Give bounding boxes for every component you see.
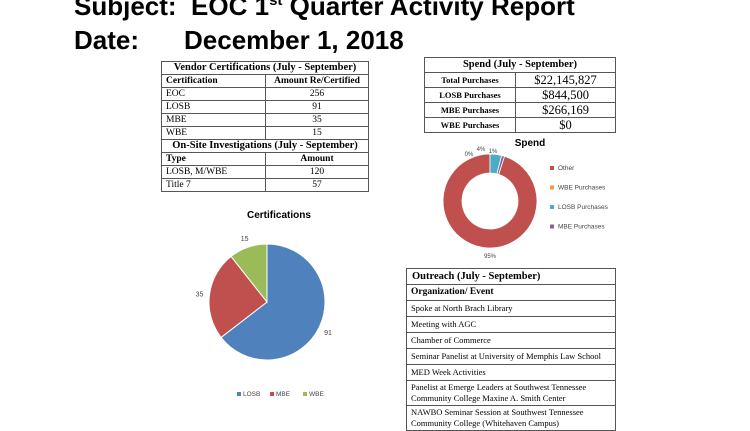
vendor-certifications-table: Vendor Certifications (July - September)…	[161, 61, 369, 192]
spend-donut-chart: Spend 95% 0%4% 1% Other WBE Purchases LOSB P…	[442, 138, 609, 260]
cell-name: Title 7	[161, 178, 266, 192]
slice-label-losb-purchases: 4%	[477, 147, 486, 153]
slice-label-mbe-purchases: 1%	[489, 149, 498, 155]
legend-swatch-mbe	[270, 392, 274, 396]
vendor-title: Vendor Certifications (July - September)	[161, 61, 369, 75]
date-line: Date: December 1, 2018	[74, 27, 404, 53]
cell-value: 15	[265, 126, 369, 140]
legend-swatch-losb	[237, 392, 241, 396]
table-row: MBE Purchases $266,169	[424, 102, 616, 118]
cell-value: $266,169	[515, 102, 616, 118]
spend-title: Spend (July - September)	[424, 57, 616, 73]
investigations-col-amount: Amount	[265, 152, 369, 166]
cell-label: Total Purchases	[424, 72, 516, 88]
table-row: Meeting with AGC	[406, 316, 616, 333]
table-row: MBE 35	[161, 113, 369, 127]
cell-label: MBE Purchases	[424, 102, 516, 118]
date-value: December 1, 2018	[184, 25, 404, 55]
table-row: Spoke at North Brach Library	[406, 300, 616, 317]
subject-pre: EOC 1	[191, 0, 270, 21]
outreach-title: Outreach (July - September)	[406, 268, 616, 285]
investigations-col-type: Type	[161, 152, 266, 166]
vendor-col-amount: Amount Re/Certified	[265, 74, 369, 88]
cell-name: LOSB, M/WBE	[161, 165, 266, 179]
legend-label-mbe-purchases: MBE Purchases	[558, 224, 605, 231]
slice-label-mbe: 35	[196, 292, 204, 299]
cell-name: LOSB	[161, 100, 266, 114]
slice-label-losb: 91	[324, 330, 332, 337]
table-row: MED Week Activities	[406, 364, 616, 381]
legend-label-other: Other	[558, 165, 575, 172]
legend-swatch-mbe-purchases	[550, 224, 554, 229]
subject-sup: st	[269, 0, 283, 9]
vendor-col-certification: Certification	[161, 74, 266, 88]
cell-name: MBE	[161, 113, 266, 127]
cell-value: $0	[515, 117, 616, 133]
table-row: NAWBO Seminar Session at Southwest Tenne…	[406, 405, 616, 431]
cell-value: 120	[265, 165, 369, 179]
table-row: Seminar Panelist at University of Memphi…	[406, 348, 616, 365]
outreach-event: Chamber of Commerce	[406, 332, 616, 349]
cell-value: 35	[265, 113, 369, 127]
legend-label-losb: LOSB	[243, 391, 260, 398]
table-row: EOC 256	[161, 87, 369, 101]
table-row: Panelist at Emerge Leaders at Southwest …	[406, 380, 616, 406]
pie-slice-losb	[220, 243, 326, 361]
subject-line: Subject: EOC 1st Quarter Activity Report	[74, 0, 575, 19]
certifications-pie-chart: 91 35 15 LOSB MBE WBE	[196, 236, 332, 398]
slice-label-wbe-purchases: 0%	[465, 152, 474, 158]
donut-slice-mbe-purchases	[496, 154, 506, 175]
outreach-event: Seminar Panelist at University of Memphi…	[406, 348, 616, 365]
table-row: WBE Purchases $0	[424, 117, 616, 133]
cell-label: LOSB Purchases	[424, 87, 516, 103]
certifications-chart-title: Certifications	[247, 210, 311, 221]
outreach-event: Meeting with AGC	[406, 316, 616, 333]
outreach-col: Organization/ Event	[406, 284, 616, 301]
table-row: LOSB 91	[161, 100, 369, 114]
cell-value: $844,500	[515, 87, 616, 103]
outreach-event: NAWBO Seminar Session at Southwest Tenne…	[406, 405, 616, 431]
legend-label-wbe-purchases: WBE Purchases	[558, 185, 606, 192]
outreach-event: Panelist at Emerge Leaders at Southwest …	[406, 380, 616, 406]
outreach-event: MED Week Activities	[406, 364, 616, 381]
outreach-event: Spoke at North Brach Library	[406, 300, 616, 317]
subject-post: Quarter Activity Report	[282, 0, 575, 21]
table-row: Total Purchases $22,145,827	[424, 72, 616, 88]
legend-label-losb-purchases: LOSB Purchases	[558, 204, 609, 211]
table-row: WBE 15	[161, 126, 369, 140]
subject-label: Subject:	[74, 0, 177, 21]
outreach-table: Outreach (July - September) Organization…	[406, 268, 616, 431]
cell-value: 57	[265, 178, 369, 192]
table-row: LOSB, M/WBE 120	[161, 165, 369, 179]
pie-slice-mbe	[208, 255, 268, 339]
cell-value: $22,145,827	[515, 72, 616, 88]
spend-table: Spend (July - September) Total Purchases…	[424, 57, 616, 133]
cell-name: EOC	[161, 87, 266, 101]
legend-swatch-wbe-purchases	[550, 185, 554, 190]
legend-swatch-other	[550, 166, 554, 170]
date-label: Date:	[74, 25, 140, 55]
legend-label-wbe: WBE	[309, 391, 324, 398]
legend-swatch-wbe	[303, 392, 307, 396]
legend-label-mbe: MBE	[276, 391, 291, 398]
table-row: Title 7 57	[161, 178, 369, 192]
slice-label-wbe: 15	[241, 236, 249, 243]
investigations-title: On-Site Investigations (July - September…	[161, 139, 369, 153]
spend-chart-title: Spend	[515, 138, 546, 149]
donut-slice-other	[442, 153, 538, 249]
cell-value: 91	[265, 100, 369, 114]
cell-name: WBE	[161, 126, 266, 140]
pie-slice-wbe	[230, 243, 268, 304]
slice-label-other: 95%	[484, 254, 497, 260]
table-row: LOSB Purchases $844,500	[424, 87, 616, 103]
cell-label: WBE Purchases	[424, 117, 516, 133]
legend-swatch-losb-purchases	[550, 205, 554, 209]
table-row: Chamber of Commerce	[406, 332, 616, 349]
cell-value: 256	[265, 87, 369, 101]
